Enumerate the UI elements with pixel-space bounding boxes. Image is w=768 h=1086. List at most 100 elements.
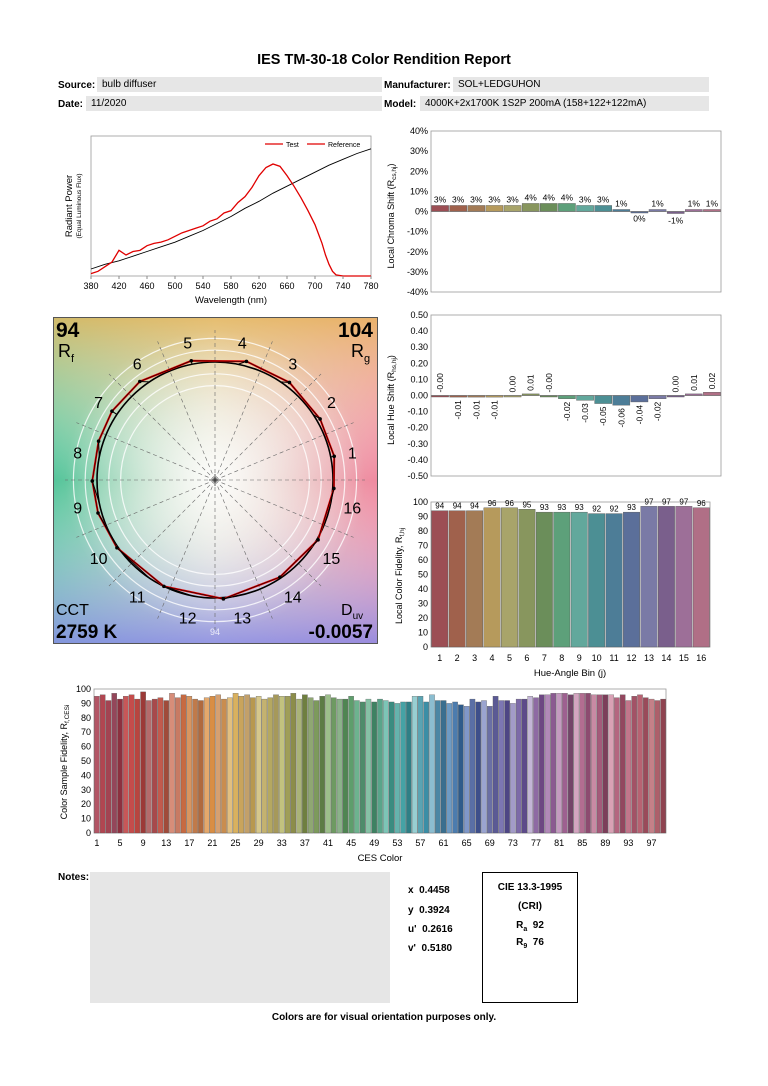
- ces-ytick-label: 50: [81, 756, 91, 766]
- ces-bar-80: [550, 693, 557, 834]
- ces-bar-50: [377, 698, 383, 834]
- ces-bar-30: [261, 698, 268, 834]
- ces-xtick-label: 93: [623, 838, 633, 848]
- cvg-bin-number: 15: [323, 551, 341, 568]
- cri-box: CIE 13.3-1995 (CRI) Ra 92 R9 76: [482, 872, 578, 1003]
- chroma-bar-label: 3%: [452, 194, 465, 204]
- ces-bar-29: [255, 696, 262, 834]
- local-fidelity-bar-12: [623, 511, 640, 648]
- ces-bar-64: [458, 704, 464, 834]
- chroma-shift-ytick-label: -40%: [407, 287, 428, 297]
- spd-ylabel2: (Equal Luminous Flux): [76, 173, 83, 238]
- ces-bar-14: [169, 693, 175, 834]
- ces-xtick-label: 33: [277, 838, 287, 848]
- ces-bar-1: [94, 696, 100, 834]
- local-fidelity-xtick-label: 16: [696, 653, 706, 663]
- ces-ytick-label: 40: [81, 770, 91, 780]
- chroma-shift-ytick-label: 40%: [410, 126, 428, 136]
- spd-xlabel: Wavelength (nm): [195, 295, 267, 306]
- spd-xtick-label: 420: [111, 281, 126, 291]
- ces-bar-72: [504, 700, 510, 834]
- ces-bar-79: [544, 694, 551, 834]
- lf-bar-label: 96: [488, 499, 497, 508]
- chroma-shift-bar-16: [703, 209, 721, 212]
- ces-xtick-label: 1: [94, 838, 99, 848]
- hue-shift-chart: -0.50 -0.40 -0.30 -0.20 -0.10 0.00 0.10 0.20 0.3…: [386, 310, 722, 481]
- ces-bar-7: [128, 694, 135, 834]
- legend-test-label: Test: [286, 142, 299, 149]
- footer-note: Colors are for visual orientation purpos…: [271, 1012, 497, 1023]
- ces-bar-55: [406, 701, 412, 834]
- ces-bar-78: [539, 694, 545, 834]
- lf-bar-label: 94: [470, 502, 479, 511]
- ces-bar-52: [388, 701, 395, 834]
- hue-bar-label: -0.00: [435, 373, 445, 393]
- spd-xtick-label: 460: [139, 281, 154, 291]
- cvg-bin-number: 2: [327, 395, 336, 412]
- model-label: Model:: [384, 99, 417, 110]
- local-fidelity-xtick-label: 3: [472, 653, 477, 663]
- cvg-bin-number: 8: [73, 446, 82, 463]
- local-fidelity-ytick-label: 0: [423, 642, 428, 652]
- cvg-spoke: [76, 422, 216, 481]
- ces-bar-77: [533, 697, 539, 834]
- chroma-bar-label: 3%: [597, 194, 610, 204]
- lf-bar-label: 97: [662, 497, 671, 506]
- local-fidelity-xtick-label: 14: [661, 653, 671, 663]
- local-fidelity-bar-9: [570, 511, 588, 648]
- ces-bar-28: [250, 697, 256, 834]
- lf-bar-label: 95: [522, 500, 531, 509]
- local-fidelity-ytick-label: 20: [418, 613, 428, 623]
- ces-bar-69: [487, 706, 493, 834]
- ces-bar-57: [417, 696, 424, 834]
- ces-bar-15: [175, 697, 181, 834]
- manufacturer-value: SOL+LEDGUHON: [453, 77, 709, 92]
- chroma-shift-ytick-label: 10%: [410, 186, 428, 196]
- spd-xtick-label: 660: [279, 281, 294, 291]
- ces-bar-71: [498, 700, 505, 834]
- duv-value: -0.0057: [309, 622, 373, 643]
- spd-xtick-label: 780: [363, 281, 378, 291]
- chroma-bar-label: 4%: [543, 192, 556, 202]
- hue-shift-ytick-label: -0.30: [407, 439, 428, 449]
- spd-series-reference: [90, 148, 372, 270]
- ces-bar-49: [371, 701, 377, 834]
- chroma-bar-label: -1%: [668, 216, 684, 226]
- ces-xtick-label: 69: [485, 838, 495, 848]
- spd-xtick-label: 740: [335, 281, 350, 291]
- chroma-shift-bar-5: [503, 205, 522, 212]
- ces-bar-61: [440, 700, 447, 834]
- spd-series-test: [90, 163, 371, 277]
- ces-ytick-label: 20: [81, 799, 91, 809]
- hue-shift-ytick-label: -0.20: [407, 423, 428, 433]
- coord-x: x 0.4458: [408, 885, 450, 896]
- notes-label: Notes:: [58, 872, 90, 883]
- cvg-arrowhead-14: [278, 575, 282, 579]
- ces-bar-85: [579, 693, 585, 834]
- ces-bar-62: [446, 703, 453, 834]
- hue-shift-bar-12: [630, 395, 649, 403]
- hue-bar-label: -0.01: [453, 400, 463, 420]
- ces-bar-16: [180, 694, 187, 834]
- hue-shift-ytick-label: 0.30: [410, 342, 428, 352]
- local-fidelity-xtick-label: 6: [524, 653, 529, 663]
- ces-bar-99: [660, 698, 666, 834]
- hue-bar-label: -0.01: [489, 400, 499, 420]
- ces-bar-33: [279, 696, 285, 834]
- ces-bar-21: [209, 696, 216, 834]
- cvg-bin-number: 7: [94, 395, 103, 412]
- ces-bar-42: [331, 697, 337, 834]
- ces-xtick-label: 77: [531, 838, 541, 848]
- ces-xtick-label: 89: [600, 838, 610, 848]
- ces-xtick-label: 57: [415, 838, 425, 848]
- ces-bar-89: [602, 694, 609, 834]
- cvg-arrow-9: [91, 480, 100, 504]
- cvg-arrowhead-1: [332, 454, 337, 459]
- ces-xtick-label: 37: [300, 838, 310, 848]
- ces-bar-54: [400, 701, 406, 834]
- ces-bar-10: [146, 700, 152, 834]
- hue-bar-label: -0.02: [562, 401, 572, 421]
- cvg-spoke: [108, 479, 216, 587]
- spd-xtick-label: 380: [83, 281, 98, 291]
